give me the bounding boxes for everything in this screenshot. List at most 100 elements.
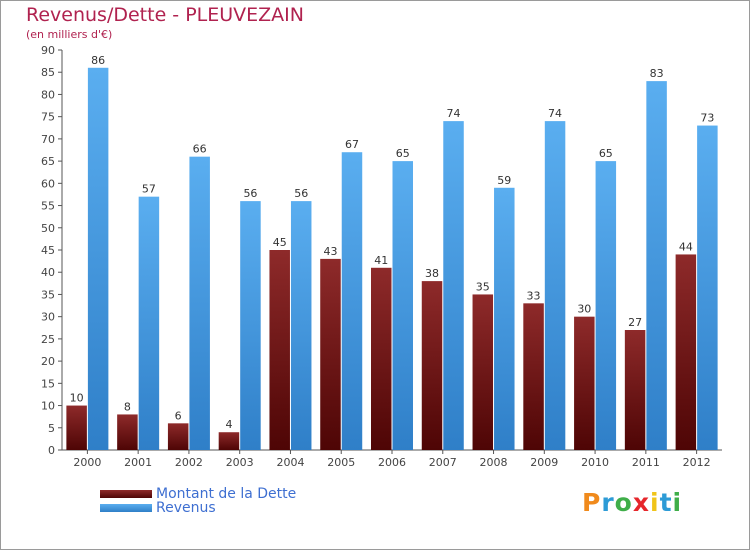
- x-tick-label: 2012: [683, 456, 711, 469]
- value-label-debt: 45: [273, 236, 287, 249]
- y-tick-label: 10: [41, 400, 55, 413]
- bar-revenue: [240, 201, 261, 450]
- x-tick-label: 2003: [226, 456, 254, 469]
- legend-label-revenue: Revenus: [156, 500, 216, 516]
- value-label-debt: 8: [124, 400, 131, 413]
- logo-letter: t: [659, 488, 673, 517]
- bar-revenue: [494, 187, 515, 450]
- x-axis: 2000 2001 2002 2003 2004 2005 2006 2007 2008 2009…: [62, 449, 722, 469]
- y-tick-label: 85: [41, 66, 55, 79]
- value-label-revenue: 65: [396, 147, 410, 160]
- bar-debt: [66, 405, 87, 450]
- bar-debt: [320, 258, 341, 450]
- value-label-revenue: 66: [193, 143, 207, 156]
- value-label-debt: 27: [628, 316, 642, 329]
- bar-revenue: [290, 201, 312, 450]
- bar-debt: [117, 414, 138, 450]
- bar-revenue: [544, 121, 566, 450]
- bar-debt: [421, 281, 443, 450]
- logo-letter: i: [672, 488, 683, 517]
- x-tick-label: 2010: [581, 456, 609, 469]
- value-label-revenue: 67: [345, 138, 359, 151]
- x-tick-label: 2008: [480, 456, 508, 469]
- legend-label-debt: Montant de la Dette: [156, 486, 297, 502]
- value-label-revenue: 59: [497, 174, 511, 187]
- bar-debt: [371, 267, 392, 450]
- y-axis: 0 5 10 15 20 25 30 35 40 45 50 55 60 65 70 75 80 85 90: [41, 44, 63, 457]
- bar-debt: [218, 432, 240, 450]
- bar-debt: [472, 294, 494, 450]
- chart-title: Revenus/Dette - PLEUVEZAIN: [26, 4, 304, 26]
- y-tick-label: 40: [41, 266, 55, 279]
- bar-revenue: [697, 125, 718, 451]
- x-tick-label: 2005: [327, 456, 355, 469]
- chart-subtitle: (en milliers d'€): [26, 28, 113, 41]
- bar-revenue: [87, 67, 109, 451]
- bar-revenue: [138, 196, 160, 450]
- bar-revenue: [392, 161, 413, 450]
- y-tick-label: 15: [41, 377, 55, 390]
- x-tick-label: 2009: [530, 456, 558, 469]
- x-tick-label: 2006: [378, 456, 406, 469]
- legend-swatch-revenue: [100, 504, 152, 512]
- value-label-debt: 33: [527, 289, 541, 302]
- logo-letter: r: [601, 488, 615, 517]
- value-label-revenue: 56: [243, 187, 257, 200]
- bar-debt: [167, 423, 189, 450]
- x-tick-label: 2000: [73, 456, 101, 469]
- value-label-debt: 6: [175, 409, 182, 422]
- bar-debt: [269, 250, 290, 450]
- value-label-revenue: 57: [142, 183, 156, 196]
- value-label-debt: 35: [476, 280, 490, 293]
- logo-letter: o: [614, 488, 633, 517]
- bar-debt: [574, 316, 595, 450]
- value-label-debt: 10: [70, 392, 84, 405]
- bar-debt: [675, 254, 697, 450]
- y-tick-label: 35: [41, 288, 55, 301]
- bar-revenue: [595, 161, 617, 450]
- y-tick-label: 50: [41, 222, 55, 235]
- y-tick-label: 20: [41, 355, 55, 368]
- bar-revenue: [341, 152, 363, 450]
- y-tick-label: 55: [41, 200, 55, 213]
- y-tick-label: 5: [48, 422, 55, 435]
- y-tick-label: 75: [41, 111, 55, 124]
- value-label-debt: 41: [374, 254, 388, 267]
- bar-debt: [624, 330, 646, 450]
- bar-revenue: [189, 156, 210, 450]
- bar-revenue: [646, 81, 667, 450]
- value-label-revenue: 86: [91, 54, 105, 67]
- bars-group: [66, 67, 718, 451]
- bar-revenue: [443, 121, 464, 450]
- bar-debt: [523, 303, 544, 450]
- value-label-revenue: 74: [447, 107, 461, 120]
- proxiti-logo: Proxiti: [582, 488, 682, 517]
- value-label-revenue: 73: [700, 112, 714, 125]
- y-tick-label: 70: [41, 133, 55, 146]
- y-tick-label: 90: [41, 44, 55, 57]
- value-label-revenue: 56: [294, 187, 308, 200]
- logo-letter: P: [582, 488, 602, 517]
- value-label-debt: 43: [323, 245, 337, 258]
- legend-item-debt: Montant de la Dette: [100, 485, 296, 503]
- x-tick-label: 2011: [632, 456, 660, 469]
- y-tick-label: 0: [48, 444, 55, 457]
- y-tick-label: 25: [41, 333, 55, 346]
- y-tick-label: 65: [41, 155, 55, 168]
- logo-letter: x: [632, 488, 650, 517]
- x-tick-label: 2001: [124, 456, 152, 469]
- value-label-revenue: 74: [548, 107, 562, 120]
- value-label-debt: 4: [225, 418, 232, 431]
- y-tick-label: 60: [41, 177, 55, 190]
- legend-item-revenue: Revenus: [100, 499, 216, 517]
- y-tick-label: 45: [41, 244, 55, 257]
- logo-letter: i: [650, 488, 660, 517]
- value-label-revenue: 83: [650, 67, 664, 80]
- value-label-revenue: 65: [599, 147, 613, 160]
- value-label-debt: 30: [577, 303, 591, 316]
- y-tick-label: 30: [41, 311, 55, 324]
- legend-swatch-debt: [100, 490, 152, 498]
- x-tick-label: 2002: [175, 456, 203, 469]
- x-tick-label: 2007: [429, 456, 457, 469]
